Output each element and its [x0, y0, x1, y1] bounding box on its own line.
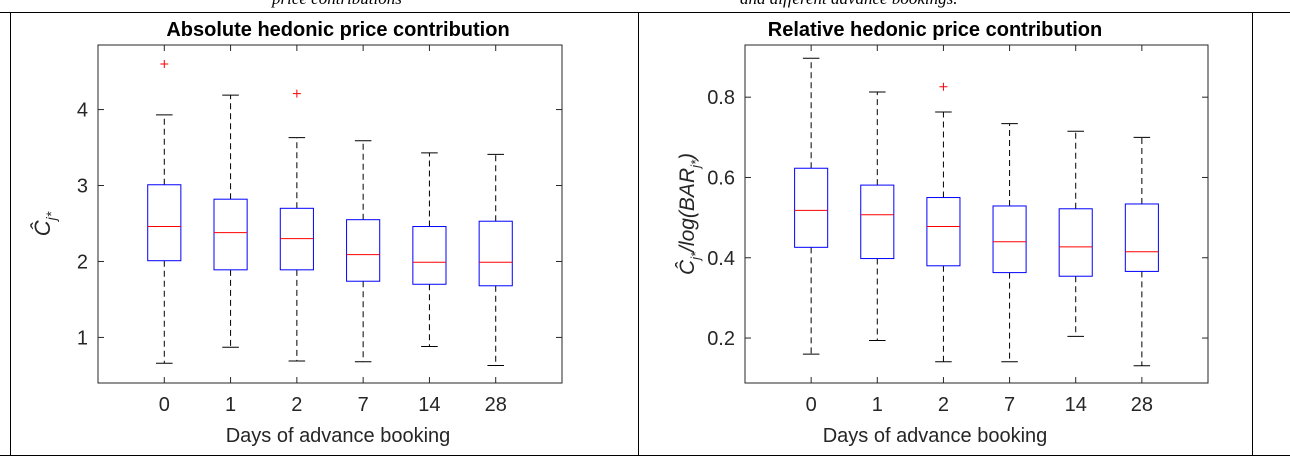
plot-area-absolute: 1 2 3 4 0 1 2 7 14 28: [77, 44, 563, 416]
box: [1058, 208, 1093, 277]
chart-panel-relative: Relative hedonic price contribution Days…: [676, 19, 1209, 447]
box: [213, 198, 248, 271]
chart-title: Absolute hedonic price contribution: [166, 19, 509, 41]
table-frame: [0, 12, 1290, 456]
x-axis-label: Days of advance booking: [226, 425, 451, 447]
box: [1124, 203, 1159, 272]
x-tick-label: 14: [1065, 394, 1087, 416]
y-tick-label: 1: [77, 327, 88, 349]
x-tick-label: 0: [806, 394, 817, 416]
y-axis-label: Ĉj*/log(BARj*): [676, 153, 703, 275]
box: [860, 184, 895, 260]
x-tick-label: 14: [418, 394, 440, 416]
box: [147, 184, 182, 262]
box: [794, 167, 829, 248]
x-tick-label: 0: [159, 394, 170, 416]
box: [478, 220, 513, 287]
caption-fragment-right: and different advance bookings.: [740, 0, 958, 8]
x-tick-label: 7: [358, 394, 369, 416]
plot-area-relative: 0.2 0.4 0.6 0.8 0 1 2 7 14 28: [707, 44, 1209, 416]
y-tick-label: 0.2: [707, 328, 735, 350]
x-axis-label: Days of advance booking: [823, 425, 1048, 447]
outlier-marker: [160, 59, 169, 68]
y-tick-label: 0.8: [707, 87, 735, 109]
x-tick-label: 7: [1004, 394, 1015, 416]
y-tick-label: 3: [77, 176, 88, 198]
axes-box: [744, 44, 1209, 384]
caption-fragment-left: price contributions: [271, 0, 402, 8]
box: [412, 226, 447, 285]
x-tick-label: 2: [291, 394, 302, 416]
box: [346, 219, 381, 282]
y-tick-label: 0.6: [707, 167, 735, 189]
chart-title: Relative hedonic price contribution: [768, 19, 1103, 41]
y-tick-label: 2: [77, 251, 88, 273]
y-axis-label: Ĉj*: [30, 211, 59, 236]
outlier-marker: [939, 82, 948, 91]
chart-panel-absolute: Absolute hedonic price contribution Days…: [30, 19, 563, 447]
x-tick-label: 28: [485, 394, 507, 416]
x-tick-label: 1: [225, 394, 236, 416]
x-tick-label: 28: [1131, 394, 1153, 416]
box: [992, 205, 1027, 274]
outlier-marker: [292, 89, 301, 98]
x-tick-label: 2: [938, 394, 949, 416]
box: [926, 197, 961, 267]
y-tick-label: 4: [77, 100, 88, 122]
x-tick-label: 1: [872, 394, 883, 416]
axes-box: [97, 44, 563, 384]
y-tick-label: 0.4: [707, 248, 735, 270]
